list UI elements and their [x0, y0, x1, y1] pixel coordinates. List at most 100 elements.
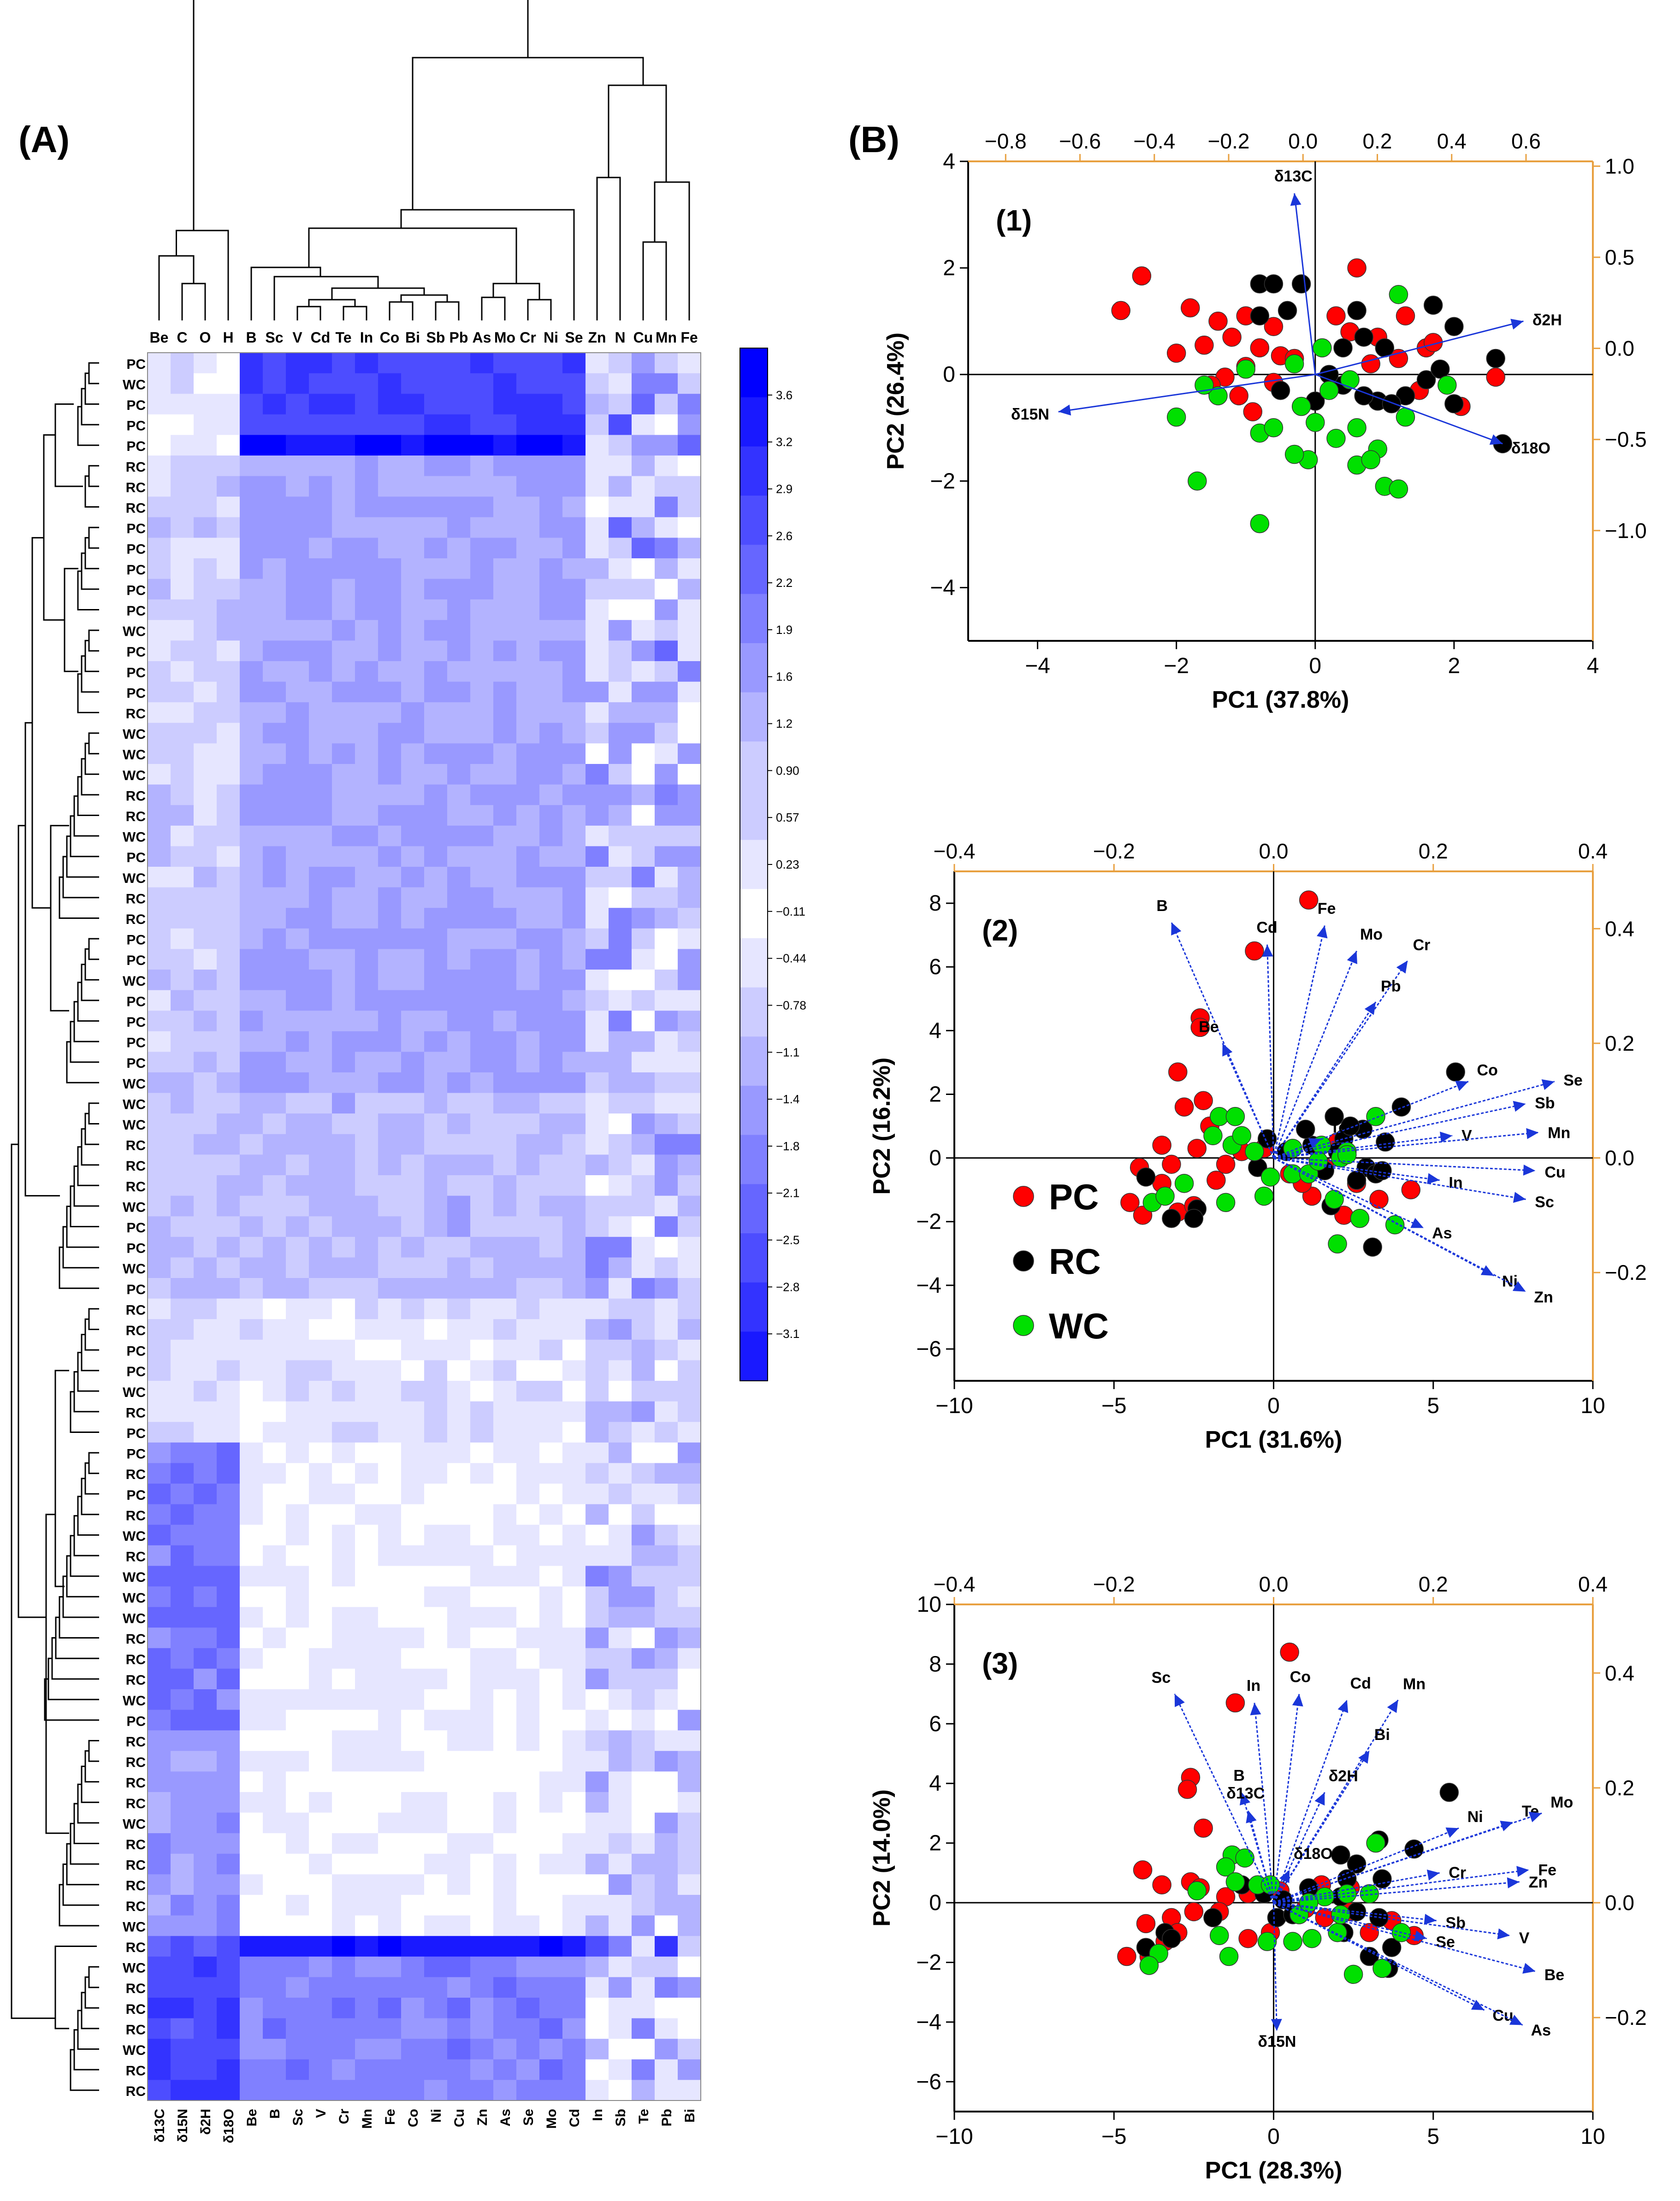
- x-axis-label: PC1 (28.3%): [1205, 2157, 1343, 2184]
- heatmap-cell: [286, 1607, 309, 1628]
- heatmap-cell: [332, 722, 355, 744]
- heatmap-cell: [424, 579, 448, 600]
- heatmap-cell: [355, 1936, 379, 1957]
- heatmap-cell: [194, 1730, 217, 1751]
- y-tick-label: −4: [916, 2010, 941, 2035]
- heatmap-cell: [332, 2039, 355, 2060]
- heatmap-cell: [609, 1586, 632, 1608]
- point-rc: [1184, 1209, 1204, 1228]
- heatmap-cell: [609, 2080, 632, 2101]
- heatmap-cell: [240, 970, 263, 991]
- heatmap-cell: [586, 2039, 609, 2060]
- point-wc: [1236, 359, 1255, 379]
- heatmap-cell: [586, 620, 609, 641]
- y-tick-label: 2: [929, 1082, 941, 1106]
- heatmap-cell: [632, 722, 655, 744]
- point-pc: [1184, 1902, 1204, 1922]
- dendrogram-link: [81, 1992, 99, 2029]
- heatmap-cell: [424, 928, 448, 949]
- loading-label: Ni: [1467, 1808, 1483, 1826]
- point-rc: [1423, 296, 1443, 315]
- y-tick-label: 4: [943, 149, 955, 174]
- colorbar-tick-label: 0.23: [776, 858, 799, 871]
- heatmap-cell: [286, 2039, 309, 2060]
- heatmap-cell: [148, 1401, 171, 1422]
- heatmap-row-label: WC: [123, 1200, 146, 1215]
- heatmap-cell: [148, 2059, 171, 2080]
- heatmap-cell: [516, 1216, 540, 1237]
- colorbar-segment: [740, 348, 768, 398]
- heatmap-cell: [586, 517, 609, 538]
- heatmap-cell: [401, 497, 425, 518]
- heatmap-row-label: RC: [126, 1858, 146, 1873]
- heatmap-cell: [378, 681, 402, 703]
- heatmap-cell: [171, 538, 194, 559]
- heatmap-cell: [655, 1052, 678, 1073]
- point-rc: [1354, 327, 1373, 347]
- heatmap-cell: [493, 1463, 517, 1484]
- heatmap-cell: [424, 867, 448, 888]
- point-wc: [1264, 418, 1284, 438]
- heatmap-cell: [470, 990, 494, 1011]
- heatmap-cell: [355, 1627, 379, 1649]
- heatmap-cell: [263, 1771, 286, 1793]
- colorbar-segment: [740, 938, 768, 988]
- heatmap-cell: [539, 1011, 563, 1032]
- heatmap-cell: [217, 1011, 240, 1032]
- heatmap-cell: [309, 353, 332, 374]
- heatmap-cell: [493, 1216, 517, 1237]
- heatmap-cell: [424, 1381, 448, 1402]
- heatmap-cell: [263, 1504, 286, 1525]
- heatmap-cell: [562, 558, 586, 580]
- point-rc: [1446, 1062, 1465, 1082]
- heatmap-cell: [678, 1442, 701, 1463]
- heatmap-cell: [586, 846, 609, 867]
- heatmap-cell: [609, 1627, 632, 1649]
- heatmap-row-label: PC: [126, 604, 146, 619]
- heatmap-cell: [632, 784, 655, 805]
- x-tick-label: 10: [1580, 1394, 1605, 1418]
- heatmap-row-label: WC: [123, 2043, 146, 2058]
- heatmap-cell: [263, 1401, 286, 1422]
- heatmap-cell: [678, 1031, 701, 1052]
- point-pc: [1238, 1929, 1258, 1948]
- heatmap-cell: [171, 1381, 194, 1402]
- heatmap-cell: [263, 1874, 286, 1895]
- heatmap-cell: [562, 1381, 586, 1402]
- heatmap-cell: [539, 1298, 563, 1319]
- heatmap-cell: [263, 887, 286, 908]
- heatmap-cell: [309, 2059, 332, 2080]
- heatmap-bottom-label: δ13C: [152, 2109, 167, 2142]
- heatmap-row-label: WC: [123, 830, 146, 845]
- heatmap-cell: [539, 764, 563, 785]
- heatmap-cell: [332, 1113, 355, 1135]
- heatmap-cell: [263, 456, 286, 477]
- heatmap-cell: [586, 1998, 609, 2019]
- heatmap-cell: [516, 661, 540, 682]
- heatmap-cell: [194, 825, 217, 846]
- heatmap-cell: [401, 1072, 425, 1094]
- heatmap-cell: [493, 1689, 517, 1710]
- heatmap-cell: [516, 1401, 540, 1422]
- heatmap-cell: [516, 1011, 540, 1032]
- heatmap-cell: [332, 867, 355, 888]
- y-axis-label: PC2 (26.4%): [882, 332, 909, 470]
- loading-arrow: [1273, 1157, 1526, 1292]
- heatmap-cell: [609, 970, 632, 991]
- heatmap-row-label: PC: [126, 1015, 146, 1030]
- heatmap-cell: [378, 661, 402, 682]
- heatmap-cell: [148, 990, 171, 1011]
- heatmap-cell: [217, 1442, 240, 1463]
- heatmap-cell: [678, 1381, 701, 1402]
- heatmap-cell: [263, 2039, 286, 2060]
- heatmap-cell: [309, 1504, 332, 1525]
- heatmap-cell: [240, 1648, 263, 1669]
- heatmap-cell: [447, 1381, 471, 1402]
- heatmap-cell: [194, 353, 217, 374]
- heatmap-cell: [263, 1566, 286, 1587]
- heatmap-cell: [493, 1154, 517, 1176]
- point-wc: [1283, 1932, 1302, 1951]
- heatmap-cell: [493, 1319, 517, 1340]
- colorbar-tick-label: −0.78: [776, 998, 806, 1012]
- heatmap-cell: [309, 887, 332, 908]
